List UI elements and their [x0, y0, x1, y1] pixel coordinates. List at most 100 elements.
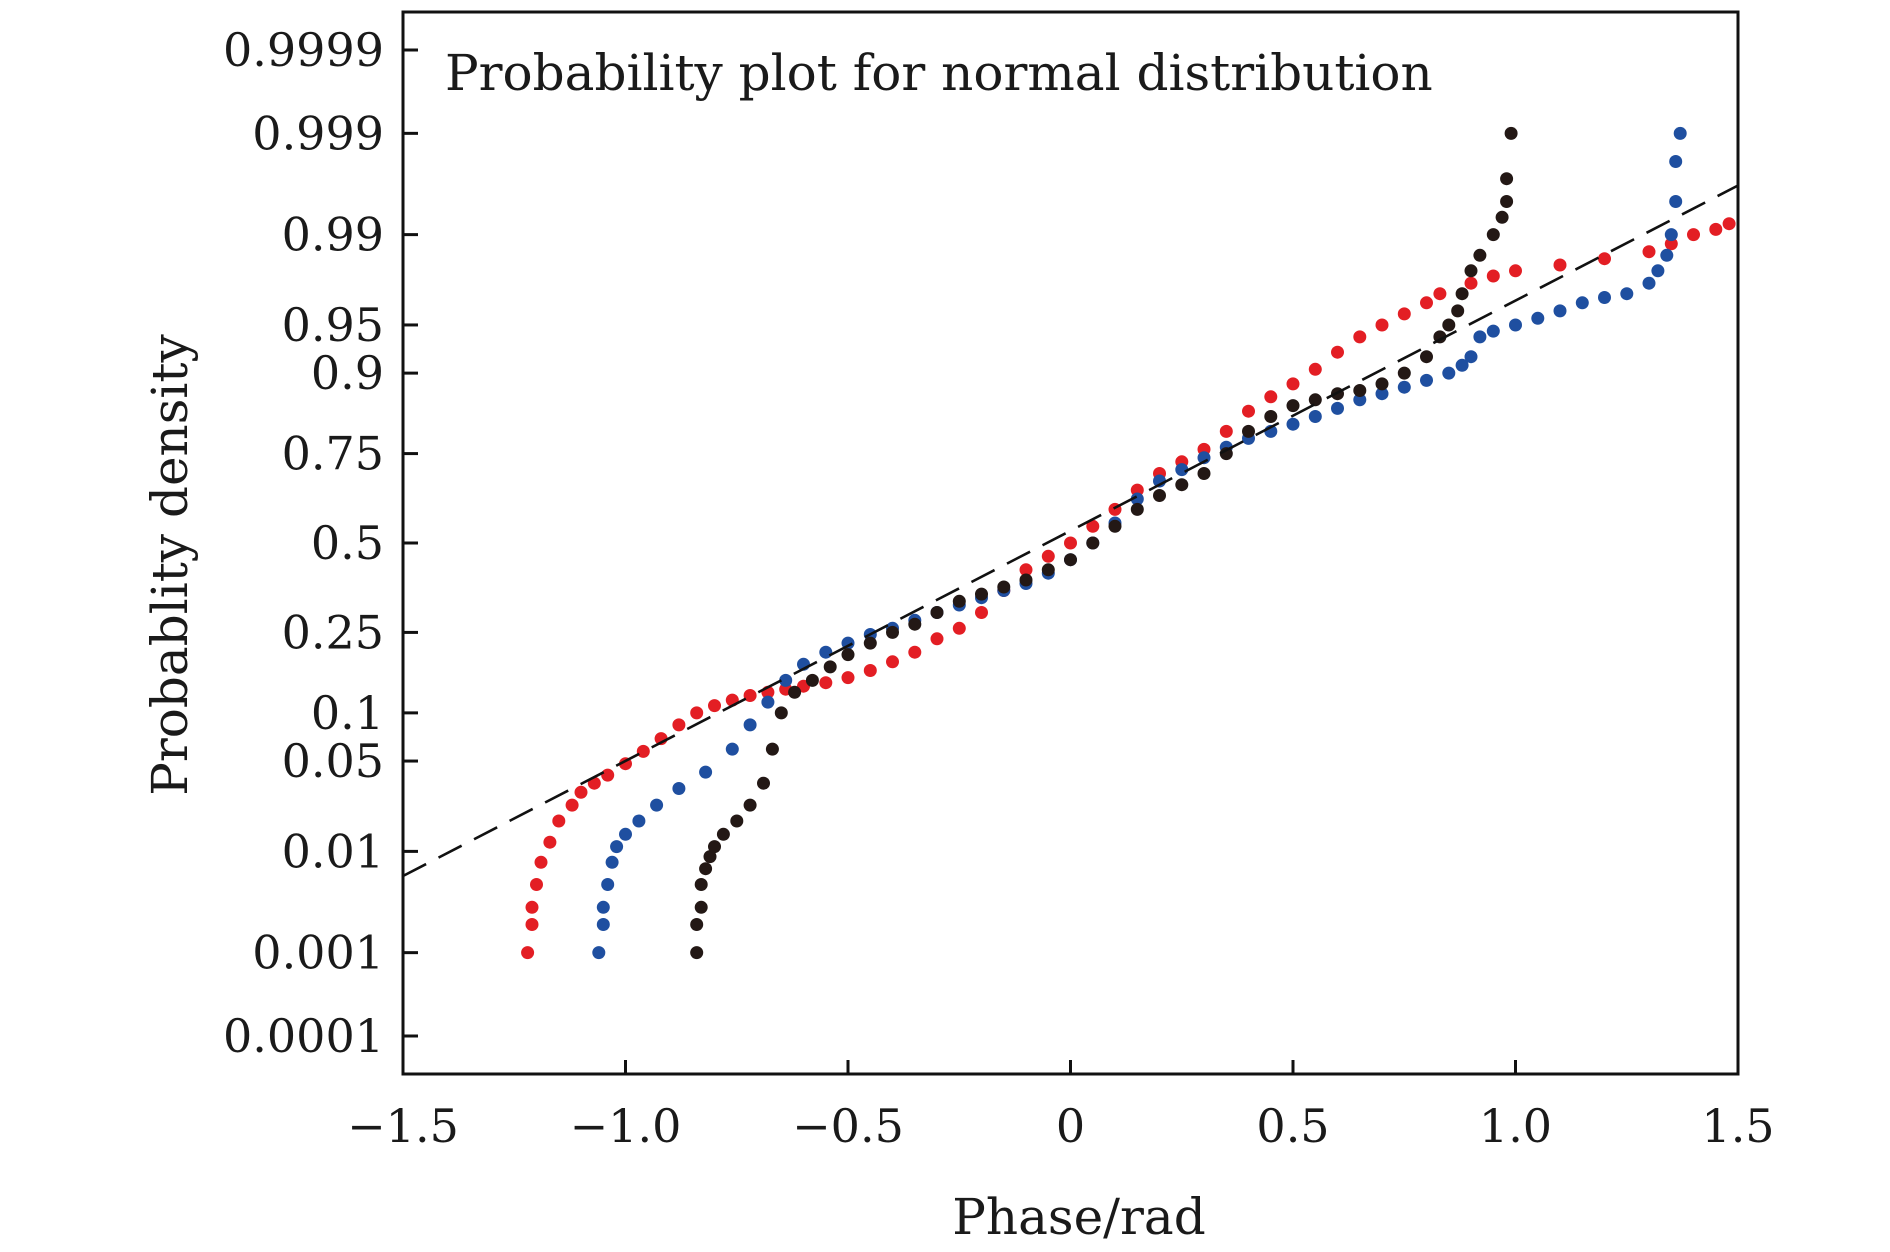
- data-point: [1130, 483, 1144, 497]
- data-point: [1420, 296, 1433, 310]
- data-point: [601, 768, 615, 782]
- series-3: [690, 126, 1518, 960]
- data-point: [1108, 519, 1122, 533]
- data-point: [1130, 492, 1144, 506]
- reference-line: [402, 184, 1739, 878]
- data-point: [1286, 399, 1300, 413]
- data-point: [743, 718, 757, 732]
- data-point: [779, 673, 793, 687]
- data-point: [930, 632, 944, 646]
- data-point: [1531, 311, 1545, 325]
- data-point: [1669, 155, 1683, 168]
- data-point: [1687, 228, 1700, 242]
- data-point: [1308, 410, 1322, 423]
- x-tick-label: −1.0: [570, 1099, 682, 1153]
- data-point: [552, 814, 566, 828]
- data-point: [1286, 417, 1300, 431]
- data-point: [534, 855, 548, 869]
- data-point: [1473, 330, 1487, 344]
- data-point: [1242, 424, 1255, 438]
- y-axis: 0.0001 0.001 0.01 0.050.1 0.25 0.5 0.75 0.90.95…: [223, 23, 418, 1063]
- data-point: [690, 918, 704, 931]
- data-point: [650, 798, 664, 812]
- data-point: [1130, 502, 1144, 516]
- data-point: [690, 946, 704, 960]
- data-point: [1500, 172, 1514, 186]
- data-point: [1397, 380, 1411, 394]
- data-point: [743, 689, 757, 702]
- data-point: [703, 850, 717, 864]
- data-point: [1660, 248, 1674, 262]
- data-point: [908, 617, 922, 631]
- x-tick-label: −1.5: [347, 1099, 459, 1153]
- data-point: [1064, 536, 1077, 550]
- data-point: [823, 660, 837, 674]
- data-point: [1041, 563, 1055, 577]
- data-point: [1664, 237, 1678, 251]
- data-point: [1019, 573, 1033, 587]
- data-point: [694, 900, 708, 914]
- data-point: [765, 742, 779, 756]
- x-tick-label: 1.5: [1701, 1099, 1774, 1153]
- data-point: [565, 798, 579, 812]
- data-point: [1464, 276, 1478, 290]
- data-point: [543, 835, 557, 849]
- data-point: [761, 695, 775, 709]
- data-point: [863, 664, 877, 677]
- data-point: [997, 580, 1011, 594]
- data-point: [952, 594, 966, 608]
- data-point: [863, 636, 877, 650]
- data-point: [805, 673, 819, 687]
- y-tick-label: 0.75: [282, 427, 384, 481]
- data-point: [596, 900, 610, 914]
- data-point: [1264, 410, 1278, 423]
- data-point: [1464, 350, 1478, 364]
- data-point: [1642, 276, 1656, 290]
- data-point: [1397, 366, 1411, 380]
- data-point: [716, 827, 730, 841]
- data-point: [1709, 222, 1723, 236]
- data-point: [610, 840, 624, 854]
- x-axis: −1.5 −1.0 −0.5 0 0.5 1.0 1.5: [347, 1060, 1775, 1153]
- data-point: [694, 878, 708, 891]
- data-point: [886, 655, 899, 669]
- data-point: [574, 785, 588, 799]
- data-point: [708, 699, 721, 713]
- data-point: [1509, 318, 1522, 332]
- y-tick-label: 0.5: [311, 516, 384, 570]
- data-point: [975, 606, 988, 619]
- data-point: [1722, 217, 1736, 231]
- data-point: [1504, 126, 1518, 140]
- y-tick-label: 0.9999: [223, 23, 384, 77]
- data-point: [1433, 287, 1447, 301]
- series-2: [592, 126, 1687, 960]
- data-point: [788, 685, 802, 699]
- data-point: [1175, 463, 1189, 477]
- y-tick-label: 0.01: [282, 824, 384, 878]
- data-point: [636, 744, 650, 758]
- data-point: [1495, 210, 1509, 224]
- y-tick-label: 0.25: [282, 605, 384, 659]
- data-point: [592, 946, 606, 960]
- y-tick-label: 0.05: [282, 734, 384, 788]
- data-point: [1264, 390, 1278, 404]
- data-point: [632, 814, 646, 828]
- data-point: [1442, 366, 1456, 380]
- data-point: [1642, 245, 1656, 259]
- data-point: [1509, 264, 1522, 278]
- data-point: [757, 776, 770, 790]
- data-point: [1486, 228, 1500, 242]
- data-point: [1175, 478, 1189, 492]
- y-tick-label: 0.9: [311, 346, 384, 400]
- data-point: [1353, 330, 1367, 344]
- data-point: [1375, 377, 1389, 391]
- data-point: [1553, 304, 1567, 318]
- x-tick-label: 0.5: [1256, 1099, 1329, 1153]
- y-tick-label: 0.99: [282, 208, 384, 262]
- data-point: [1331, 401, 1344, 415]
- x-tick-label: 0: [1056, 1099, 1085, 1153]
- data-point: [1019, 563, 1033, 577]
- data-point: [1598, 252, 1611, 266]
- data-point: [774, 706, 788, 720]
